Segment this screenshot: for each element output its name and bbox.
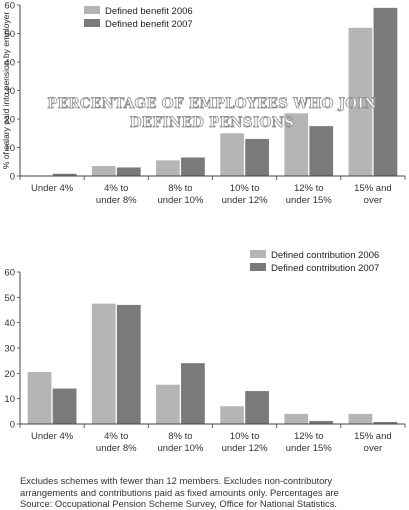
bar-series-2 xyxy=(181,157,205,176)
y-tick-label: 10 xyxy=(4,143,15,154)
x-tick-label: 8% to xyxy=(168,431,192,442)
legend-label: Defined contribution 2007 xyxy=(271,263,379,274)
bar-series-2 xyxy=(181,363,205,424)
bar-series-1 xyxy=(156,384,180,424)
x-tick-label: 10% to xyxy=(230,183,260,194)
y-tick-label: 40 xyxy=(4,318,15,329)
bar-series-2 xyxy=(373,421,398,424)
x-tick-label: 12% to xyxy=(294,431,324,442)
bar-series-1 xyxy=(284,413,309,424)
x-tick-label: 10% to xyxy=(230,431,260,442)
x-tick-label: Under 4% xyxy=(31,431,74,442)
bar-series-1 xyxy=(348,413,373,424)
y-tick-label: 40 xyxy=(4,58,15,69)
watermark-line-1: PERCENTAGE OF EMPLOYEES WHO JOIN xyxy=(47,96,376,112)
x-tick-label: under 12% xyxy=(222,443,269,454)
bar-series-1 xyxy=(348,27,373,176)
x-tick-label: 12% to xyxy=(294,183,324,194)
bar-series-1 xyxy=(156,160,180,176)
x-tick-label: under 8% xyxy=(96,443,137,454)
y-tick-label: 0 xyxy=(10,172,15,183)
footnotes: Excludes schemes with fewer than 12 memb… xyxy=(20,475,405,510)
y-tick-label: 10 xyxy=(4,394,15,405)
bar-series-2 xyxy=(116,304,141,424)
legend-label: Defined contribution 2006 xyxy=(271,250,379,261)
legend-swatch xyxy=(84,6,100,14)
y-tick-label: 60 xyxy=(4,268,15,279)
bar-series-2 xyxy=(245,391,269,424)
x-tick-label: 4% to xyxy=(104,183,128,194)
x-tick-label: 15% and xyxy=(354,431,392,442)
legend-label: Defined benefit 2007 xyxy=(105,19,193,30)
footnote-line: Excludes schemes with fewer than 12 memb… xyxy=(20,475,333,486)
y-tick-label: 60 xyxy=(4,1,15,12)
bar-series-1 xyxy=(91,303,116,424)
bar-series-1 xyxy=(284,113,309,176)
legend-swatch xyxy=(250,250,266,258)
y-tick-label: 0 xyxy=(10,420,15,431)
bar-series-2 xyxy=(309,126,334,176)
x-tick-label: under 8% xyxy=(96,195,137,206)
legend-label: Defined benefit 2006 xyxy=(105,6,193,17)
bar-series-2 xyxy=(52,173,77,176)
y-tick-label: 20 xyxy=(4,369,15,380)
legend-swatch xyxy=(250,263,266,271)
chart-defined-benefit: 0 10 20 30 40 50 60% of salary paid into pensi… xyxy=(1,1,406,206)
y-tick-label: 50 xyxy=(4,293,15,304)
x-tick-label: under 12% xyxy=(222,195,269,206)
legend-swatch xyxy=(84,19,100,27)
bar-series-2 xyxy=(52,388,77,424)
x-tick-label: under 10% xyxy=(157,443,204,454)
x-tick-label: 15% and xyxy=(354,183,392,194)
bar-series-2 xyxy=(245,138,269,176)
x-tick-label: 8% to xyxy=(168,183,192,194)
bar-series-1 xyxy=(27,372,52,424)
x-tick-label: over xyxy=(364,195,382,206)
bar-series-1 xyxy=(91,166,116,176)
bar-series-1 xyxy=(220,406,244,424)
watermark: PERCENTAGE OF EMPLOYEES WHO JOIN DEFINED… xyxy=(47,96,377,132)
x-tick-label: under 10% xyxy=(157,195,204,206)
x-tick-label: under 15% xyxy=(286,443,333,454)
bar-series-1 xyxy=(220,133,244,176)
footnote-line: arrangements and contributions paid as f… xyxy=(20,486,339,498)
footnote-line: Source: Occupational Pension Scheme Surv… xyxy=(20,498,337,510)
bar-series-2 xyxy=(116,167,141,176)
y-tick-label: 30 xyxy=(4,86,15,97)
bar-series-2 xyxy=(309,420,334,424)
y-tick-label: 30 xyxy=(4,344,15,355)
bar-series-2 xyxy=(373,7,398,176)
x-tick-label: 4% to xyxy=(104,431,128,442)
x-tick-label: under 15% xyxy=(286,195,333,206)
y-tick-label: 50 xyxy=(4,29,15,40)
x-tick-label: Under 4% xyxy=(31,183,74,194)
watermark-line-2: DEFINED PENSIONS xyxy=(130,115,294,131)
y-axis-label: % of salary paid into pension by employe… xyxy=(1,12,11,170)
x-tick-label: over xyxy=(364,443,382,454)
y-tick-label: 20 xyxy=(4,115,15,126)
